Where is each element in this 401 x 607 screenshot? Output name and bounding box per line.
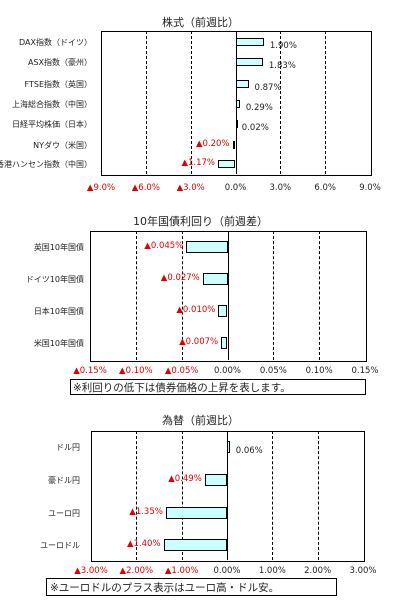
fx-bar: [204, 474, 227, 486]
stocks-gridline: [325, 31, 327, 174]
fx-tick-label: 3.00%: [349, 566, 377, 576]
stocks-tick-label: ▲9.0%: [86, 183, 116, 193]
bond-tick-label: ▲0.10%: [119, 366, 153, 376]
stocks-bar: [235, 100, 240, 108]
bond-tick-label: 0.00%: [213, 366, 242, 376]
stocks-tick-label: 6.0%: [314, 183, 336, 193]
bond-category-label: 米国10年国債: [33, 339, 84, 348]
stocks-bar: [232, 141, 236, 149]
stocks-category-label: 香港ハンセン指数（中国）: [0, 160, 92, 169]
bond-value-label: ▲0.007%: [179, 337, 219, 347]
fx-value-label: ▲0.49%: [168, 474, 202, 484]
stocks-gridline: [145, 31, 147, 174]
bond-bar: [186, 241, 228, 253]
fx-note: ※ユーロドルのプラス表示はユーロ高・ドル安。: [50, 582, 280, 594]
fx-chart-title: 為替（前週比）: [162, 414, 239, 427]
fx-tick-label: ▲1.00%: [164, 566, 199, 576]
stocks-gridline: [190, 31, 192, 174]
bond-gridline: [135, 231, 137, 360]
stocks-value-label: 1.90%: [269, 41, 297, 51]
fx-category-label: ユーロ円: [48, 509, 80, 518]
stocks-bar: [218, 160, 236, 168]
bond-zero-line: [227, 231, 229, 360]
stocks-tick-label: ▲3.0%: [176, 183, 205, 193]
fx-bar: [165, 507, 227, 519]
fx-tick-label: 2.00%: [304, 566, 332, 576]
bond-note: ※利回りの低下は債券価格の上昇を表します。: [73, 382, 291, 394]
bond-gridline: [319, 231, 321, 360]
stocks-value-label: 0.87%: [254, 83, 282, 93]
stocks-value-label: 0.02%: [241, 123, 269, 133]
stocks-gridline: [280, 31, 282, 174]
stocks-category-label: DAX指数（ドイツ）: [19, 38, 92, 47]
stocks-chart-title: 株式（前週比）: [162, 16, 239, 29]
bond-category-label: ドイツ10年国債: [25, 275, 84, 284]
bond-plot-area: [90, 231, 367, 362]
bond-tick-label: ▲0.15%: [73, 366, 107, 376]
fx-bar: [163, 539, 227, 551]
fx-category-label: ユーロドル: [40, 541, 80, 550]
fx-gridline: [181, 431, 183, 560]
bond-tick-label: 0.05%: [259, 366, 287, 376]
fx-category-label: 豪ドル円: [48, 476, 80, 485]
bond-gridline: [181, 231, 183, 360]
stocks-category-label: 上海総合指数（中国）: [12, 100, 92, 109]
bond-bar: [202, 273, 228, 285]
stocks-plot-area: [101, 31, 372, 176]
bond-value-label: ▲0.045%: [144, 241, 184, 251]
stocks-value-label: ▲0.20%: [195, 139, 230, 149]
fx-note-box: [46, 578, 337, 596]
fx-value-label: ▲1.35%: [129, 507, 163, 517]
stocks-bar: [235, 38, 264, 46]
fx-category-label: ドル円: [56, 443, 80, 452]
fx-tick-label: ▲2.00%: [119, 566, 154, 576]
stocks-value-label: 0.29%: [245, 103, 273, 113]
bond-gridline: [273, 231, 275, 360]
fx-plot-area: [91, 431, 365, 562]
fx-tick-label: 1.00%: [258, 566, 286, 576]
stocks-value-label: ▲1.17%: [181, 158, 216, 168]
bond-tick-label: 0.15%: [351, 366, 379, 376]
fx-gridline: [136, 431, 138, 560]
bond-value-label: ▲0.027%: [160, 273, 200, 283]
bond-category-label: 英国10年国債: [33, 243, 84, 252]
fx-gridline: [272, 431, 274, 560]
stocks-tick-label: 0.0%: [224, 183, 247, 193]
bond-tick-label: 0.10%: [305, 366, 333, 376]
fx-bar: [227, 441, 230, 453]
bond-value-label: ▲0.010%: [176, 305, 216, 315]
fx-gridline: [317, 431, 319, 560]
stocks-value-label: 1.83%: [268, 61, 296, 71]
stocks-tick-label: ▲6.0%: [131, 183, 160, 193]
stocks-tick-label: 3.0%: [269, 183, 292, 193]
fx-value-label: 0.06%: [235, 446, 263, 456]
stocks-category-label: FTSE指数（英国）: [24, 80, 92, 89]
stocks-tick-label: 9.0%: [359, 183, 381, 193]
stocks-bar: [235, 120, 238, 128]
bond-bar: [218, 305, 228, 317]
fx-tick-label: 0.00%: [213, 566, 241, 576]
stocks-category-label: 日経平均株価（日本）: [12, 120, 92, 129]
fx-value-label: ▲1.40%: [127, 539, 161, 549]
stocks-category-label: ASX指数（豪州）: [27, 58, 92, 67]
bond-tick-label: ▲0.05%: [164, 366, 199, 376]
bond-note-box: [70, 379, 366, 395]
stocks-category-label: NYダウ（米国）: [33, 141, 92, 150]
bond-bar: [221, 337, 228, 349]
fx-zero-line: [227, 431, 228, 560]
stocks-bar: [235, 58, 263, 66]
bond-category-label: 日本10年国債: [33, 307, 84, 316]
stocks-bar: [235, 80, 249, 88]
fx-tick-label: ▲3.00%: [74, 566, 108, 576]
bond-chart-title: 10年国債利回り（前週差）: [133, 215, 268, 228]
